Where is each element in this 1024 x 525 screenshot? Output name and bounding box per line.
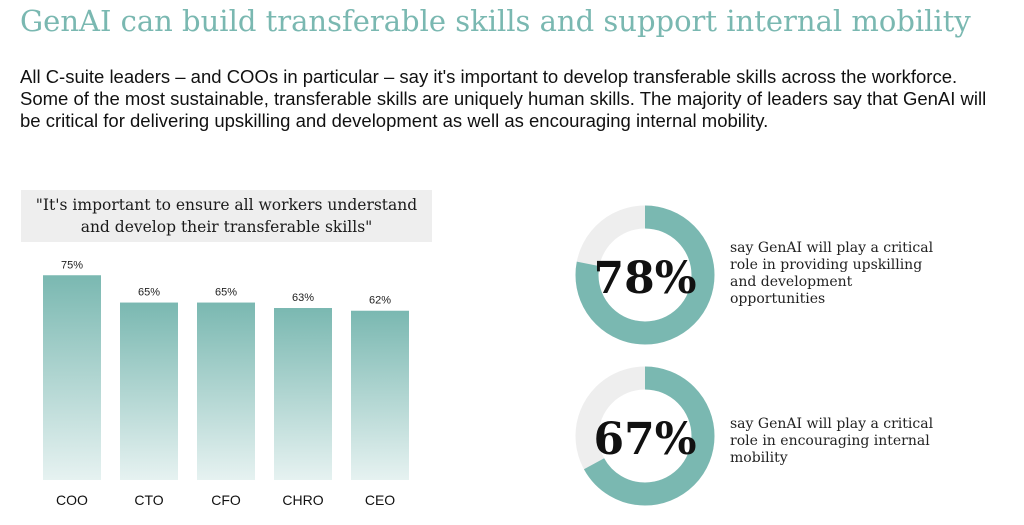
bar-ceo — [351, 310, 409, 480]
bar-value-label: 63% — [292, 292, 314, 304]
donut-caption-upskilling: say GenAI will play a critical role in p… — [730, 240, 934, 307]
donut-arc — [575, 366, 715, 506]
category-label: CHRO — [282, 492, 323, 508]
category-label: COO — [56, 492, 88, 508]
bar-value-label: 65% — [215, 287, 237, 299]
bar-cto — [120, 302, 178, 480]
bar-chro — [274, 308, 332, 480]
donut-value-label: 67% — [593, 414, 696, 465]
bar-cfo — [197, 302, 255, 480]
bar-chart: 75% COO 65% CTO 65% CFO 63% CHRO 62% CEO — [43, 259, 409, 508]
chart-title-box: "It's important to ensure all workers un… — [21, 190, 432, 242]
donut-caption-mobility: say GenAI will play a critical role in e… — [730, 416, 934, 466]
category-label: CTO — [134, 492, 163, 508]
donut-arc — [575, 205, 715, 345]
donut-mobility: 67% — [575, 366, 715, 506]
donut-upskilling: 78% — [575, 205, 715, 345]
donut-value-label: 78% — [593, 253, 696, 304]
page-title: GenAI can build transferable skills and … — [20, 4, 971, 38]
bar-coo — [43, 275, 101, 480]
category-label: CFO — [211, 492, 241, 508]
chart-title: "It's important to ensure all workers un… — [35, 196, 418, 236]
bar-value-label: 62% — [369, 295, 391, 307]
category-label: CEO — [365, 492, 395, 508]
intro-paragraph: All C-suite leaders – and COOs in partic… — [20, 66, 987, 131]
bar-value-label: 65% — [138, 287, 160, 299]
bar-value-label: 75% — [61, 259, 83, 271]
